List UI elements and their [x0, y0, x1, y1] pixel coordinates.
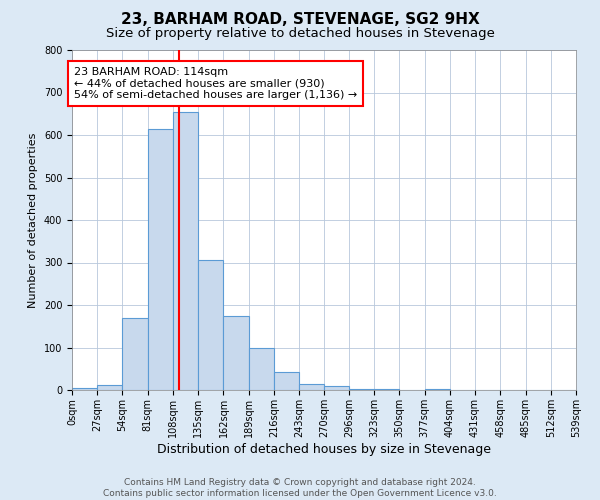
- Bar: [425, 389, 450, 390]
- X-axis label: Distribution of detached houses by size in Stevenage: Distribution of detached houses by size …: [157, 442, 491, 456]
- Y-axis label: Number of detached properties: Number of detached properties: [28, 132, 38, 308]
- Text: 23, BARHAM ROAD, STEVENAGE, SG2 9HX: 23, BARHAM ROAD, STEVENAGE, SG2 9HX: [121, 12, 479, 28]
- Bar: [223, 316, 249, 390]
- Bar: [122, 318, 148, 390]
- Bar: [198, 260, 223, 390]
- Bar: [299, 384, 325, 390]
- Bar: [72, 388, 97, 390]
- Bar: [249, 348, 274, 390]
- Bar: [274, 372, 299, 390]
- Bar: [374, 389, 399, 390]
- Bar: [173, 112, 198, 390]
- Bar: [148, 128, 173, 390]
- Bar: [349, 388, 374, 390]
- Text: 23 BARHAM ROAD: 114sqm
← 44% of detached houses are smaller (930)
54% of semi-de: 23 BARHAM ROAD: 114sqm ← 44% of detached…: [74, 67, 357, 100]
- Bar: [97, 385, 122, 390]
- Text: Size of property relative to detached houses in Stevenage: Size of property relative to detached ho…: [106, 28, 494, 40]
- Text: Contains HM Land Registry data © Crown copyright and database right 2024.
Contai: Contains HM Land Registry data © Crown c…: [103, 478, 497, 498]
- Bar: [325, 386, 349, 390]
